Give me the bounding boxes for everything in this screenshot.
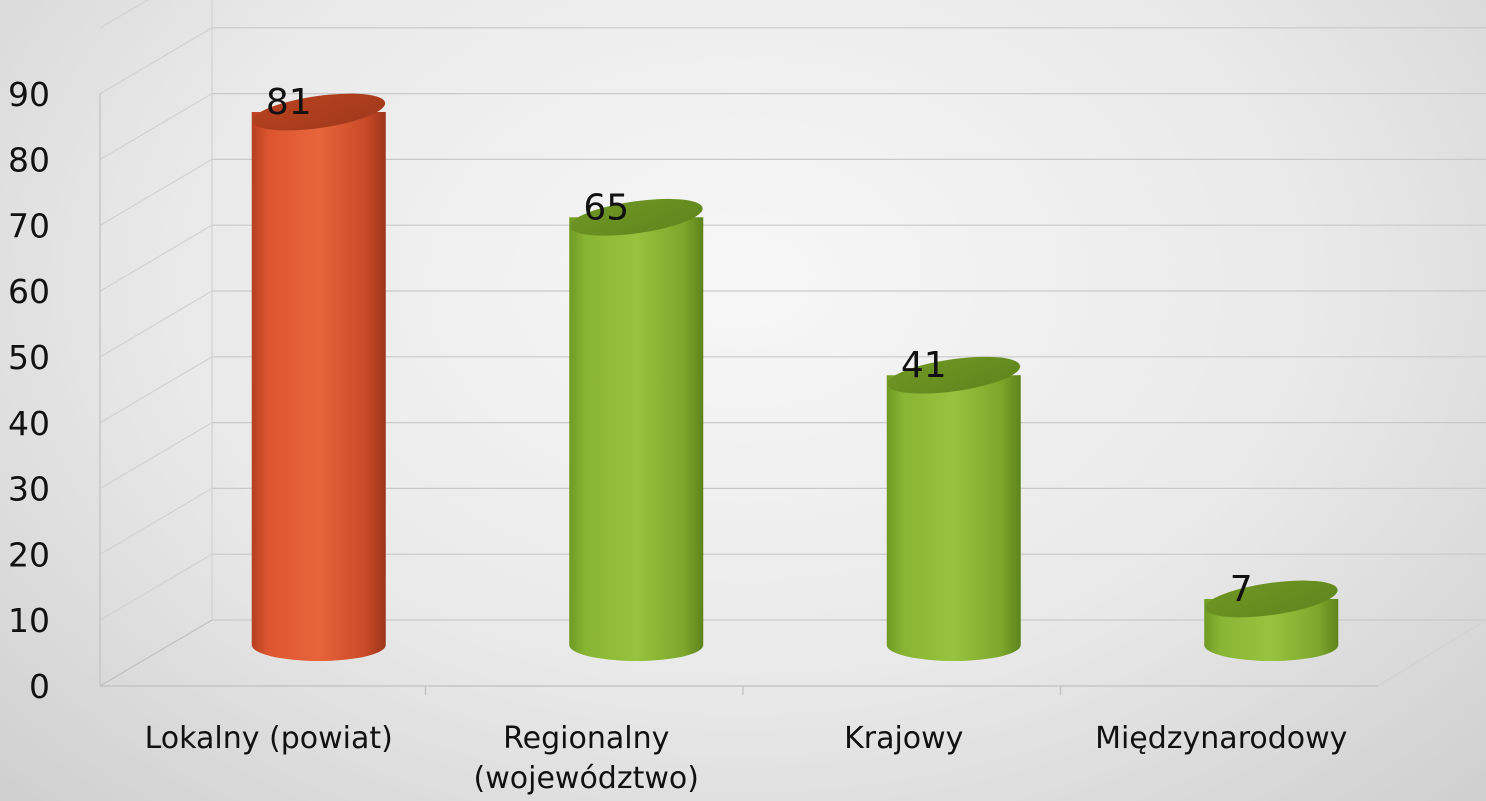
bar	[886, 356, 1021, 661]
gridline-depth	[99, 93, 213, 161]
y-tick-label: 10	[8, 601, 50, 640]
x-tick-label: Lokalny (powiat)	[145, 721, 393, 756]
y-tick-label: 20	[8, 535, 50, 574]
x-axis: Lokalny (powiat) Regionalny (województwo) K…	[145, 686, 1347, 796]
data-label: 41	[901, 345, 947, 386]
bar-body	[886, 375, 1021, 661]
y-tick-label: 70	[8, 206, 50, 245]
gridline-depth	[99, 553, 213, 621]
y-axis: 0 10 20 30 40 50 60 70 80 90	[8, 75, 50, 706]
bar-cap	[1204, 580, 1338, 618]
x-tick-label: Regionalny	[503, 721, 669, 756]
y-tick-label: 80	[8, 141, 50, 180]
gridline-depth	[99, 487, 213, 555]
y-tick-label: 0	[29, 667, 50, 706]
bar	[251, 93, 386, 661]
x-tick-label: (województwo)	[474, 761, 699, 796]
y-tick-label: 40	[8, 404, 50, 443]
x-tick-label: Międzynarodowy	[1095, 721, 1347, 756]
gridline-depth	[99, 224, 213, 292]
bar-body	[569, 217, 704, 662]
gridline-depth	[99, 422, 213, 490]
bar	[1204, 580, 1339, 661]
gridline-depth	[99, 619, 213, 687]
bar-cap	[887, 356, 1021, 394]
bars	[251, 93, 1339, 662]
gridlines	[99, 0, 1486, 687]
y-tick-label: 90	[8, 75, 50, 114]
data-label: 7	[1230, 569, 1253, 610]
x-tick-label: Krajowy	[844, 721, 963, 756]
floor-right-edge	[1377, 619, 1486, 687]
gridline-depth	[99, 290, 213, 358]
y-tick-label: 50	[8, 338, 50, 377]
bar-cap	[252, 93, 386, 131]
data-labels: 81 65 41 7	[266, 82, 1253, 610]
bar-body	[251, 112, 386, 661]
data-label: 81	[266, 82, 312, 123]
gridline-depth	[99, 356, 213, 424]
gridline-depth	[99, 0, 149, 29]
gridline-depth	[99, 27, 213, 95]
gridline-depth	[99, 158, 213, 226]
y-tick-label: 30	[8, 470, 50, 509]
bar	[569, 198, 704, 662]
bar-cap	[569, 198, 703, 236]
data-label: 65	[583, 187, 629, 228]
y-tick-label: 60	[8, 272, 50, 311]
